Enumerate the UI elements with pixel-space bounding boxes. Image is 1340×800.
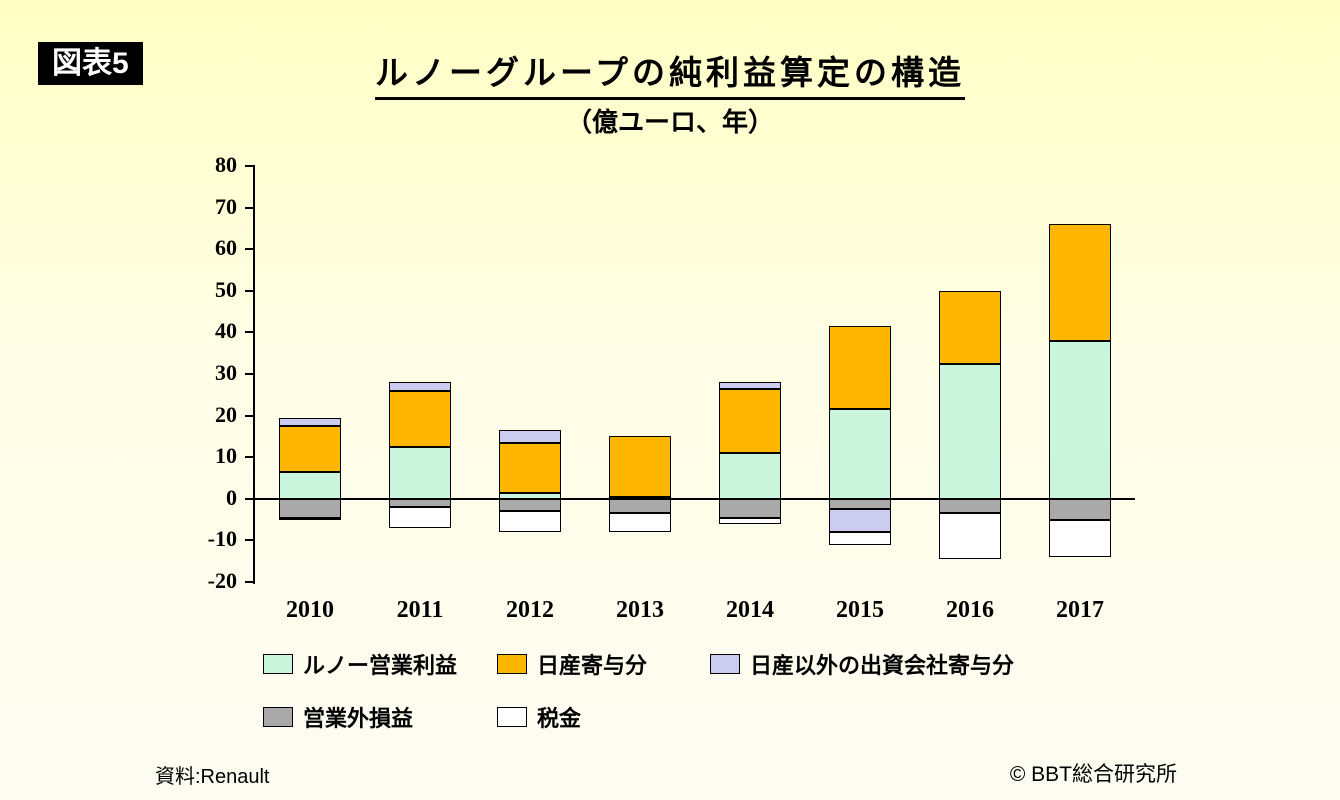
bar-segment bbox=[609, 513, 671, 533]
y-axis-label: 20 bbox=[215, 401, 237, 427]
x-axis-label: 2016 bbox=[946, 597, 994, 623]
copyright-note: © BBT総合研究所 bbox=[1009, 763, 1177, 786]
x-axis-label: 2013 bbox=[616, 597, 664, 623]
y-axis-tick bbox=[245, 248, 253, 251]
y-axis-tick bbox=[245, 581, 253, 583]
y-axis-label: -10 bbox=[207, 526, 237, 552]
bar-segment bbox=[1049, 340, 1111, 499]
bar-segment bbox=[939, 498, 1001, 514]
bar-segment bbox=[719, 517, 781, 524]
figure-number-badge: 図表5 bbox=[38, 42, 143, 85]
bar-segment bbox=[719, 498, 781, 518]
bar-segment bbox=[499, 442, 561, 493]
bar-segment bbox=[499, 430, 561, 443]
bar-segment bbox=[719, 453, 781, 499]
x-axis-label: 2012 bbox=[506, 597, 554, 623]
bar-segment bbox=[829, 409, 891, 499]
x-axis-label: 2011 bbox=[396, 597, 444, 623]
bar-segment bbox=[389, 446, 451, 499]
bar-segment bbox=[389, 498, 451, 508]
chart-title: ルノーグループの純利益算定の構造 bbox=[374, 46, 966, 100]
bar-segment bbox=[719, 388, 781, 454]
bar-segment bbox=[829, 326, 891, 410]
bar-segment bbox=[389, 382, 451, 391]
y-axis-label: -20 bbox=[207, 568, 237, 593]
bar-segment bbox=[389, 507, 451, 528]
bar-segment bbox=[1049, 224, 1111, 341]
y-axis-tick bbox=[245, 165, 253, 167]
bar-segment bbox=[939, 513, 1001, 560]
bar-segment bbox=[279, 426, 341, 472]
y-axis-tick bbox=[245, 456, 253, 459]
bar-segment bbox=[279, 471, 341, 499]
bar-segment bbox=[499, 511, 561, 533]
bar-segment bbox=[389, 390, 451, 447]
bar-segment bbox=[609, 498, 671, 514]
chart-subtitle: （億ユーロ、年） bbox=[565, 107, 774, 137]
y-axis-label: 0 bbox=[226, 484, 237, 510]
source-note: 資料:Renault bbox=[155, 766, 270, 788]
bar-segment bbox=[499, 498, 561, 512]
y-axis-tick bbox=[245, 497, 253, 500]
y-axis-label: 70 bbox=[215, 193, 237, 219]
y-axis-tick bbox=[245, 206, 253, 209]
bar-segment bbox=[719, 382, 781, 389]
bar-segment bbox=[829, 532, 891, 545]
bar-segment bbox=[279, 417, 341, 426]
y-axis-label: 10 bbox=[215, 443, 237, 469]
bar-segment bbox=[1049, 498, 1111, 520]
y-axis-label: 40 bbox=[215, 318, 237, 344]
bar-segment bbox=[939, 290, 1001, 364]
y-axis bbox=[253, 165, 255, 584]
y-axis-tick bbox=[245, 373, 253, 375]
bar-segment bbox=[609, 436, 671, 497]
y-axis-label: 30 bbox=[215, 360, 237, 385]
y-axis-tick bbox=[245, 331, 253, 334]
bar-segment bbox=[1049, 519, 1111, 558]
bar-segment bbox=[829, 498, 891, 510]
x-axis-label: 2017 bbox=[1056, 597, 1104, 623]
y-axis-tick bbox=[245, 539, 253, 542]
y-axis-label: 60 bbox=[215, 235, 237, 261]
y-axis-tick bbox=[245, 289, 253, 292]
x-axis-label: 2010 bbox=[286, 597, 334, 623]
bar-segment bbox=[939, 363, 1001, 499]
y-axis-label: 50 bbox=[215, 276, 237, 302]
bar-segment bbox=[279, 517, 341, 520]
zero-baseline bbox=[255, 497, 1135, 500]
bar-segment bbox=[279, 498, 341, 518]
bar-segment bbox=[829, 509, 891, 533]
y-axis-tick bbox=[245, 414, 253, 417]
x-axis-label: 2015 bbox=[836, 597, 884, 623]
y-axis-label: 80 bbox=[215, 152, 237, 177]
x-axis-label: 2014 bbox=[726, 597, 774, 623]
title-area: ルノーグループの純利益算定の構造 bbox=[140, 46, 1200, 100]
